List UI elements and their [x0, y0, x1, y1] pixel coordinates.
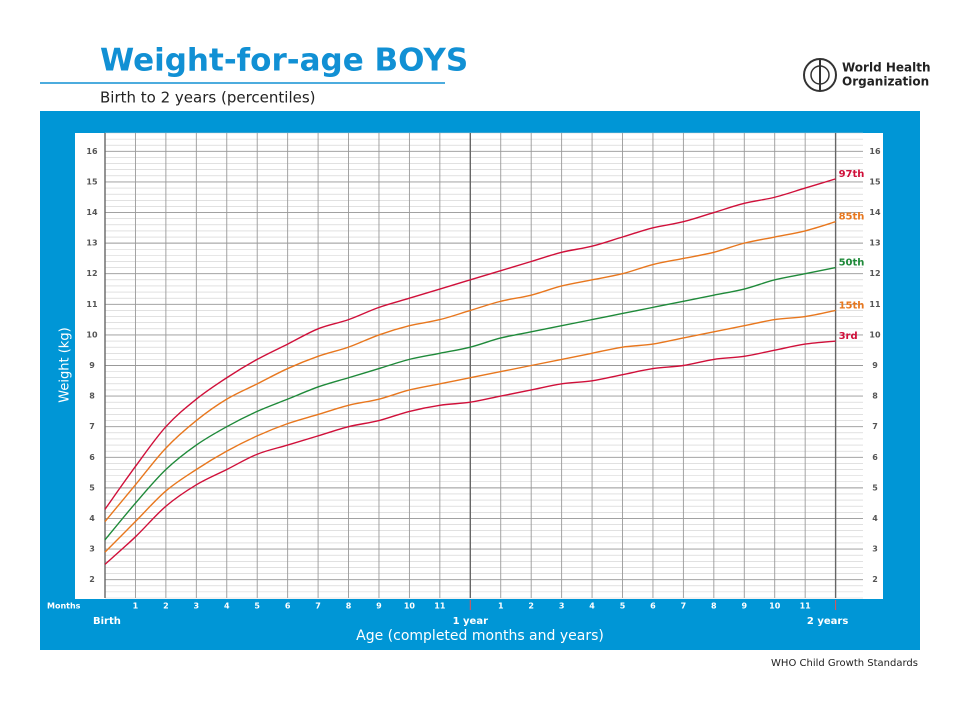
- x-tick-label: 11: [434, 602, 446, 611]
- percentile-line: [104, 309, 836, 553]
- y-tick-label: 10: [869, 330, 881, 339]
- y-tick-label: 4: [89, 514, 95, 523]
- y-tick-label: 2: [89, 575, 95, 584]
- logo-text: Organization: [842, 75, 929, 89]
- y-tick-label: 13: [86, 239, 97, 248]
- x-tick-label: 9: [376, 602, 382, 611]
- y-tick-label: 5: [872, 483, 878, 492]
- x-tick-label: 10: [404, 602, 416, 611]
- footer: WHO Child Growth Standards: [771, 658, 918, 669]
- y-tick-label: 15: [869, 177, 881, 186]
- series-label: 50th: [839, 258, 865, 269]
- x-tick-label: 4: [589, 602, 595, 611]
- x-tick-label: 3: [194, 602, 200, 611]
- x-tick-label: 3: [559, 602, 565, 611]
- chart-subtitle: Birth to 2 years (percentiles): [100, 89, 316, 107]
- y-tick-label: 12: [86, 269, 97, 278]
- x-tick-label: 1 year: [453, 616, 488, 627]
- y-tick-label: 13: [869, 239, 880, 248]
- x-tick-label: 2 years: [807, 616, 848, 627]
- y-tick-label: 11: [86, 300, 98, 309]
- percentile-line: [104, 340, 836, 565]
- y-tick-label: 9: [872, 361, 878, 370]
- x-tick-label: 6: [285, 602, 291, 611]
- chart-title: Weight-for-age BOYS: [100, 43, 468, 79]
- y-tick-label: 3: [89, 545, 95, 554]
- x-tick-label: 2: [528, 602, 534, 611]
- x-tick-label: 7: [681, 602, 687, 611]
- y-tick-label: 7: [872, 422, 878, 431]
- y-tick-label: 14: [86, 208, 98, 217]
- x-tick-label: 4: [224, 602, 230, 611]
- plot-area: [75, 133, 883, 599]
- x-tick-label: 7: [315, 602, 321, 611]
- x-axis-label: Age (completed months and years): [356, 628, 604, 644]
- x-tick-label: 6: [650, 602, 656, 611]
- y-tick-label: 9: [89, 361, 95, 370]
- y-tick-label: 7: [89, 422, 95, 431]
- y-tick-label: 12: [869, 269, 880, 278]
- x-tick-label: 11: [800, 602, 812, 611]
- y-tick-label: 11: [869, 300, 881, 309]
- y-tick-label: 5: [89, 483, 95, 492]
- series-label: 97th: [839, 169, 865, 180]
- y-tick-label: 4: [872, 514, 878, 523]
- y-tick-label: 16: [869, 147, 881, 156]
- y-tick-label: 14: [869, 208, 881, 217]
- percentile-line: [104, 266, 836, 541]
- x-tick-label: 5: [620, 602, 626, 611]
- x-tick-label: 8: [711, 602, 717, 611]
- x-tick-label: 8: [346, 602, 352, 611]
- x-tick-label: 2: [163, 602, 169, 611]
- series-label: 15th: [839, 300, 865, 311]
- y-tick-label: 16: [86, 147, 98, 156]
- y-tick-label: 8: [89, 392, 95, 401]
- x-tick-label: Birth: [93, 616, 121, 627]
- y-axis-label: Weight (kg): [58, 327, 73, 402]
- x-tick-label: 9: [741, 602, 747, 611]
- y-tick-label: 6: [872, 453, 878, 462]
- x-tick-label: 10: [769, 602, 781, 611]
- logo-text: World Health: [842, 61, 931, 75]
- y-tick-label: 15: [86, 177, 98, 186]
- x-tick-label: 1: [498, 602, 504, 611]
- y-tick-label: 2: [872, 575, 878, 584]
- x-tick-label: 1: [133, 602, 139, 611]
- x-tick-label: 5: [254, 602, 260, 611]
- who-logo: World Health Organization: [803, 58, 931, 92]
- x-unit-label: Months: [47, 602, 81, 611]
- percentile-line: [104, 178, 836, 510]
- y-tick-label: 10: [86, 330, 98, 339]
- y-tick-label: 6: [89, 453, 95, 462]
- series-label: 3rd: [839, 331, 858, 342]
- y-tick-label: 8: [872, 392, 878, 401]
- percentile-line: [104, 221, 836, 522]
- series-label: 85th: [839, 212, 865, 223]
- y-tick-label: 3: [872, 545, 878, 554]
